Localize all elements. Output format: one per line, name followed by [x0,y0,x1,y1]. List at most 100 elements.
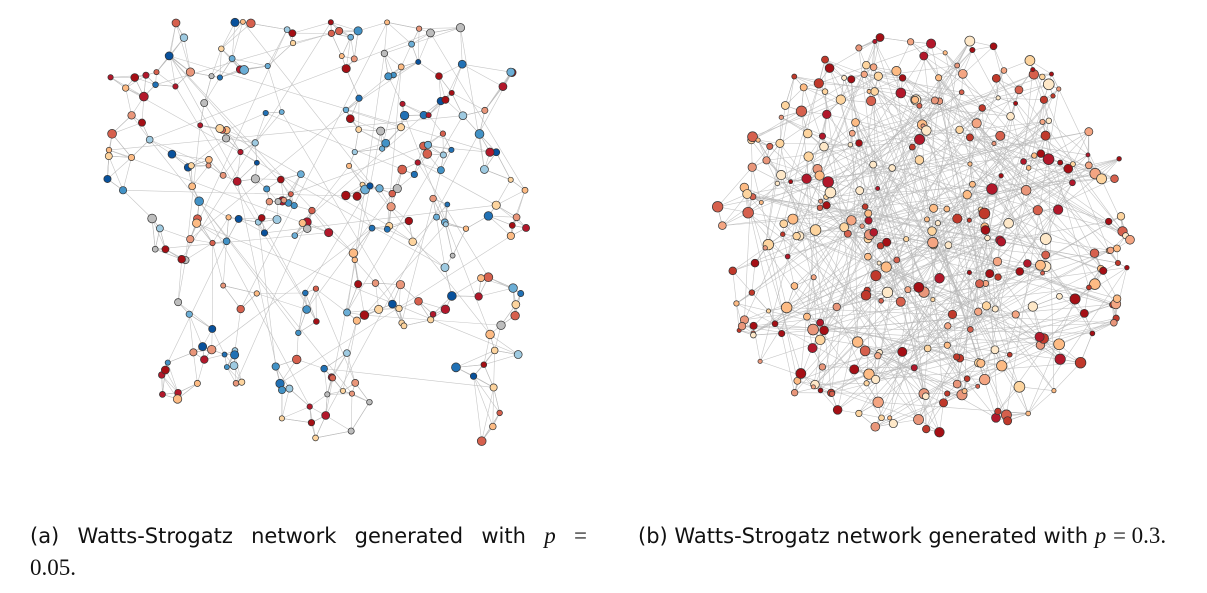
edge [219,58,233,78]
caption-text: Watts-Strogatz network generated with [77,524,526,548]
edge [211,227,373,350]
node [291,232,299,239]
edge [389,225,413,243]
edge [744,37,881,320]
node [441,95,450,104]
node [855,186,864,195]
node [253,290,260,297]
edge [1027,298,1076,414]
node [913,281,925,293]
node [1020,185,1032,196]
edge [787,256,795,287]
edge [222,285,241,310]
edge [219,48,222,78]
edge [111,133,132,158]
node [280,197,288,204]
node [991,73,1001,83]
node [437,166,445,175]
edge [193,352,198,384]
node [171,18,181,28]
node [1063,163,1073,174]
node [498,82,508,91]
node [855,139,863,147]
node [139,91,149,102]
node [313,318,320,325]
edge [751,66,874,141]
node [919,51,929,61]
edge [780,174,867,384]
edge [356,196,373,229]
node [435,72,443,80]
node [274,198,282,205]
edge [753,333,782,336]
node [177,255,186,264]
node [795,105,808,117]
node [1039,118,1046,125]
node [962,190,972,200]
edge [947,325,971,330]
edge [746,193,783,235]
edge [923,55,1047,240]
edge [315,430,352,439]
node [818,198,824,204]
edge [419,27,461,30]
node [869,228,879,237]
node [408,40,415,48]
node [910,364,918,372]
node [1105,217,1113,226]
edge [873,67,982,364]
edge [348,165,371,187]
edge [240,22,388,310]
edge [1072,131,1090,165]
node [832,405,843,415]
node [433,213,440,221]
edge [986,209,1059,307]
node [341,64,351,74]
edge [489,334,519,355]
node [860,290,872,301]
edge [1048,159,1055,391]
edge [203,77,221,104]
node [312,434,319,442]
edge [354,142,386,153]
node [263,185,271,193]
edge [264,204,497,234]
node [222,134,231,143]
edge [155,248,182,260]
edge [442,133,444,155]
edge [199,200,229,218]
node [161,245,170,254]
edge [438,76,446,100]
edge [855,122,898,261]
edge [493,350,495,388]
node [803,128,813,139]
node [1025,165,1032,171]
edge [868,107,983,214]
edge [411,27,461,45]
node [860,70,868,78]
edge [188,314,194,353]
edge [1048,120,1089,156]
node [907,38,915,46]
node [225,214,232,221]
node [340,387,346,394]
node [265,198,273,206]
node [791,73,798,80]
node [816,204,824,211]
edge [794,392,924,395]
edge [381,66,402,149]
node [803,312,811,321]
node [295,329,302,336]
node [816,318,825,327]
edge [881,270,1104,302]
edge [131,139,150,158]
edge [155,232,329,250]
node [1085,161,1093,170]
node [449,252,456,259]
node [1045,117,1052,124]
node [882,237,892,247]
edge [438,63,463,77]
node [864,216,873,225]
edge [417,28,420,62]
